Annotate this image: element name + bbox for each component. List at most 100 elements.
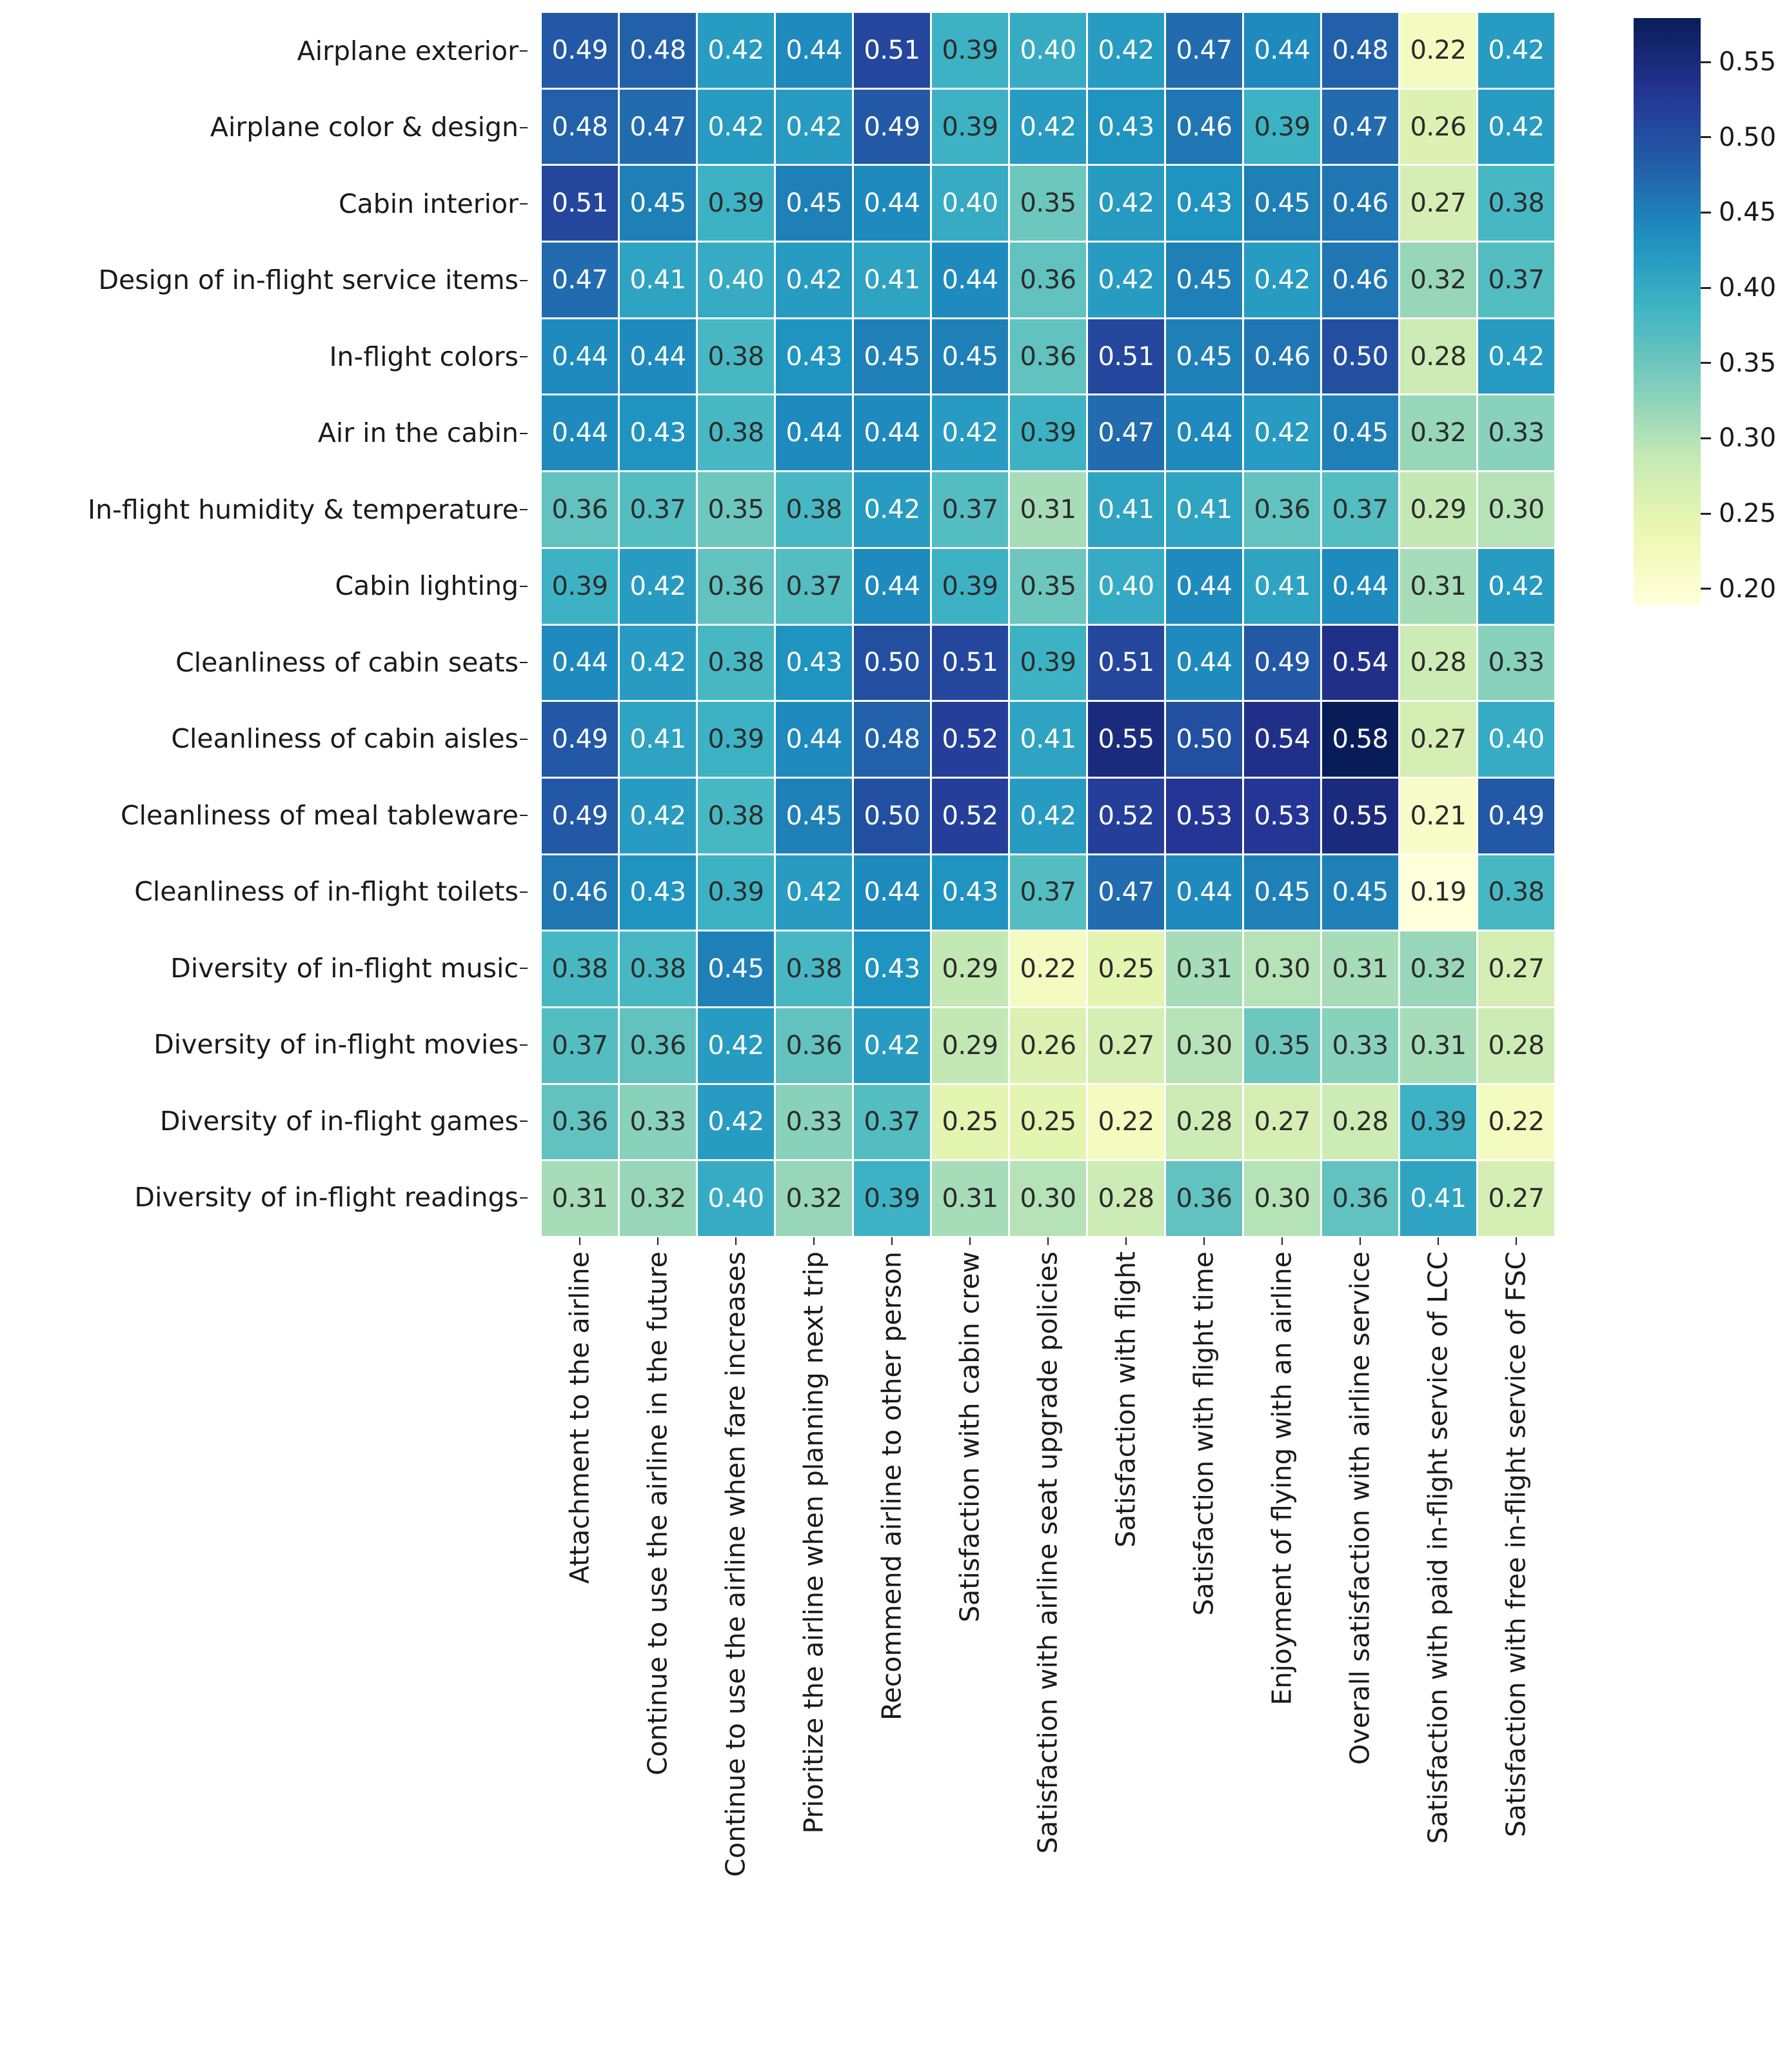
heatmap-cell: 0.29 <box>932 1008 1008 1083</box>
heatmap-cell: 0.45 <box>1322 855 1398 930</box>
heatmap-cell: 0.44 <box>542 395 618 471</box>
heatmap-cell: 0.40 <box>698 243 774 317</box>
colorbar-tick-label: 0.35 <box>1719 348 1777 378</box>
heatmap-cell: 0.49 <box>542 702 618 777</box>
heatmap-cell: 0.43 <box>854 931 930 1006</box>
heatmap-cell: 0.33 <box>620 1084 696 1160</box>
heatmap-cell: 0.28 <box>1166 1084 1242 1160</box>
heatmap-cell: 0.30 <box>1166 1008 1242 1083</box>
row-axis-label: Cleanliness of cabin aisles <box>0 701 529 778</box>
colorbar-tick: 0.45 <box>1701 199 1776 225</box>
heatmap-cell: 0.41 <box>1088 472 1164 547</box>
heatmap-cell: 0.45 <box>1322 395 1398 471</box>
heatmap-cell: 0.38 <box>698 395 774 471</box>
heatmap-cell: 0.44 <box>776 702 852 777</box>
heatmap-cell: 0.38 <box>1478 166 1554 241</box>
heatmap-cell: 0.42 <box>698 13 774 88</box>
colorbar-tick: 0.25 <box>1701 501 1776 526</box>
heatmap-cell: 0.54 <box>1244 702 1320 777</box>
heatmap-cell: 0.45 <box>776 778 852 853</box>
heatmap-cell: 0.33 <box>776 1084 852 1160</box>
heatmap-cell: 0.44 <box>542 319 618 394</box>
heatmap-cell: 0.42 <box>1088 13 1164 88</box>
column-axis-label: Overall satisfaction with airline servic… <box>1322 1236 1398 1997</box>
colorbar-tick-mark <box>1701 512 1711 515</box>
heatmap-cell: 0.42 <box>854 472 930 547</box>
heatmap-cell: 0.26 <box>1400 89 1476 164</box>
heatmap-cell: 0.19 <box>1400 855 1476 930</box>
row-axis-tick <box>520 815 528 817</box>
heatmap-cell: 0.31 <box>1010 472 1086 547</box>
heatmap-cell: 0.45 <box>1244 855 1320 930</box>
column-axis-label: Satisfaction with airline seat upgrade p… <box>1010 1236 1086 1997</box>
heatmap-cell: 0.22 <box>1088 1084 1164 1160</box>
heatmap-cell: 0.40 <box>1010 13 1086 88</box>
column-axis-label-text: Recommend airline to other person <box>876 1251 907 1721</box>
row-axis-label: In-flight humidity & temperature <box>0 472 529 548</box>
heatmap-cell: 0.28 <box>1400 625 1476 701</box>
heatmap-cell: 0.33 <box>1322 1008 1398 1083</box>
row-axis-label: Air in the cabin <box>0 395 529 472</box>
heatmap-cell: 0.32 <box>1400 395 1476 471</box>
column-axis-tick <box>1516 1237 1517 1245</box>
heatmap-cell: 0.45 <box>776 166 852 241</box>
heatmap-cell: 0.41 <box>1010 702 1086 777</box>
row-axis-label-text: Cleanliness of cabin seats <box>175 646 519 678</box>
row-label-axis: Airplane exterior Airplane color & design… <box>0 13 529 1236</box>
colorbar-gradient <box>1634 18 1701 605</box>
heatmap-cell: 0.35 <box>1010 166 1086 241</box>
row-axis-label-text: In-flight colors <box>329 341 519 372</box>
heatmap-cell: 0.36 <box>698 548 774 624</box>
heatmap-cell: 0.40 <box>1478 702 1554 777</box>
heatmap-cell: 0.31 <box>1166 931 1242 1006</box>
heatmap-cell: 0.45 <box>1166 319 1242 394</box>
heatmap-cell: 0.46 <box>1322 243 1398 317</box>
colorbar-tick: 0.50 <box>1701 125 1776 150</box>
column-axis-tick <box>1360 1237 1361 1245</box>
heatmap-cell: 0.25 <box>1088 931 1164 1006</box>
heatmap-cell: 0.36 <box>1010 319 1086 394</box>
heatmap-cell: 0.44 <box>932 243 1008 317</box>
heatmap-cell: 0.37 <box>542 1008 618 1083</box>
row-axis-label-text: Cleanliness of meal tableware <box>120 799 519 831</box>
row-axis-label-text: Airplane color & design <box>210 112 519 143</box>
heatmap-cell: 0.49 <box>542 778 618 853</box>
column-axis-label: Satisfaction with flight time <box>1166 1236 1242 1997</box>
heatmap-cell: 0.44 <box>620 319 696 394</box>
row-axis-tick <box>520 50 528 52</box>
heatmap-cell: 0.47 <box>620 89 696 164</box>
colorbar-tick-label: 0.45 <box>1719 197 1777 228</box>
heatmap-cell: 0.37 <box>1322 472 1398 547</box>
column-axis-tick <box>891 1237 893 1245</box>
column-axis-label: Recommend airline to other person <box>854 1236 930 1997</box>
heatmap-cell: 0.35 <box>1244 1008 1320 1083</box>
colorbar-tick: 0.40 <box>1701 275 1776 301</box>
heatmap-cell: 0.47 <box>1088 395 1164 471</box>
heatmap-cell: 0.45 <box>1244 166 1320 241</box>
heatmap-cell: 0.43 <box>620 855 696 930</box>
heatmap-cell: 0.51 <box>542 166 618 241</box>
heatmap-cell: 0.51 <box>1088 625 1164 701</box>
heatmap-cell: 0.52 <box>1088 778 1164 853</box>
heatmap-cell: 0.39 <box>932 548 1008 624</box>
heatmap-cell: 0.45 <box>698 931 774 1006</box>
column-axis-tick <box>1125 1237 1127 1245</box>
heatmap-cell: 0.42 <box>1478 13 1554 88</box>
colorbar-tick-mark <box>1701 286 1711 289</box>
row-axis-label-text: Air in the cabin <box>317 417 519 449</box>
column-axis-label-text: Continue to use the airline in the futur… <box>642 1251 673 1776</box>
column-axis-label: Continue to use the airline in the futur… <box>620 1236 696 1997</box>
heatmap-cell: 0.49 <box>542 13 618 88</box>
heatmap-cell: 0.55 <box>1088 702 1164 777</box>
heatmap-cell: 0.40 <box>932 166 1008 241</box>
colorbar-tick-mark <box>1701 136 1711 139</box>
row-axis-label-text: Diversity of in-flight readings <box>134 1182 519 1213</box>
heatmap-cell: 0.31 <box>542 1161 618 1236</box>
heatmap-cell: 0.48 <box>854 702 930 777</box>
heatmap-cell: 0.44 <box>1166 548 1242 624</box>
column-axis-label-text: Attachment to the airline <box>564 1251 595 1584</box>
colorbar-tick-label: 0.50 <box>1719 122 1777 152</box>
heatmap-cell: 0.32 <box>1400 931 1476 1006</box>
row-axis-label: Diversity of in-flight readings <box>0 1160 529 1237</box>
heatmap-cell: 0.38 <box>620 931 696 1006</box>
